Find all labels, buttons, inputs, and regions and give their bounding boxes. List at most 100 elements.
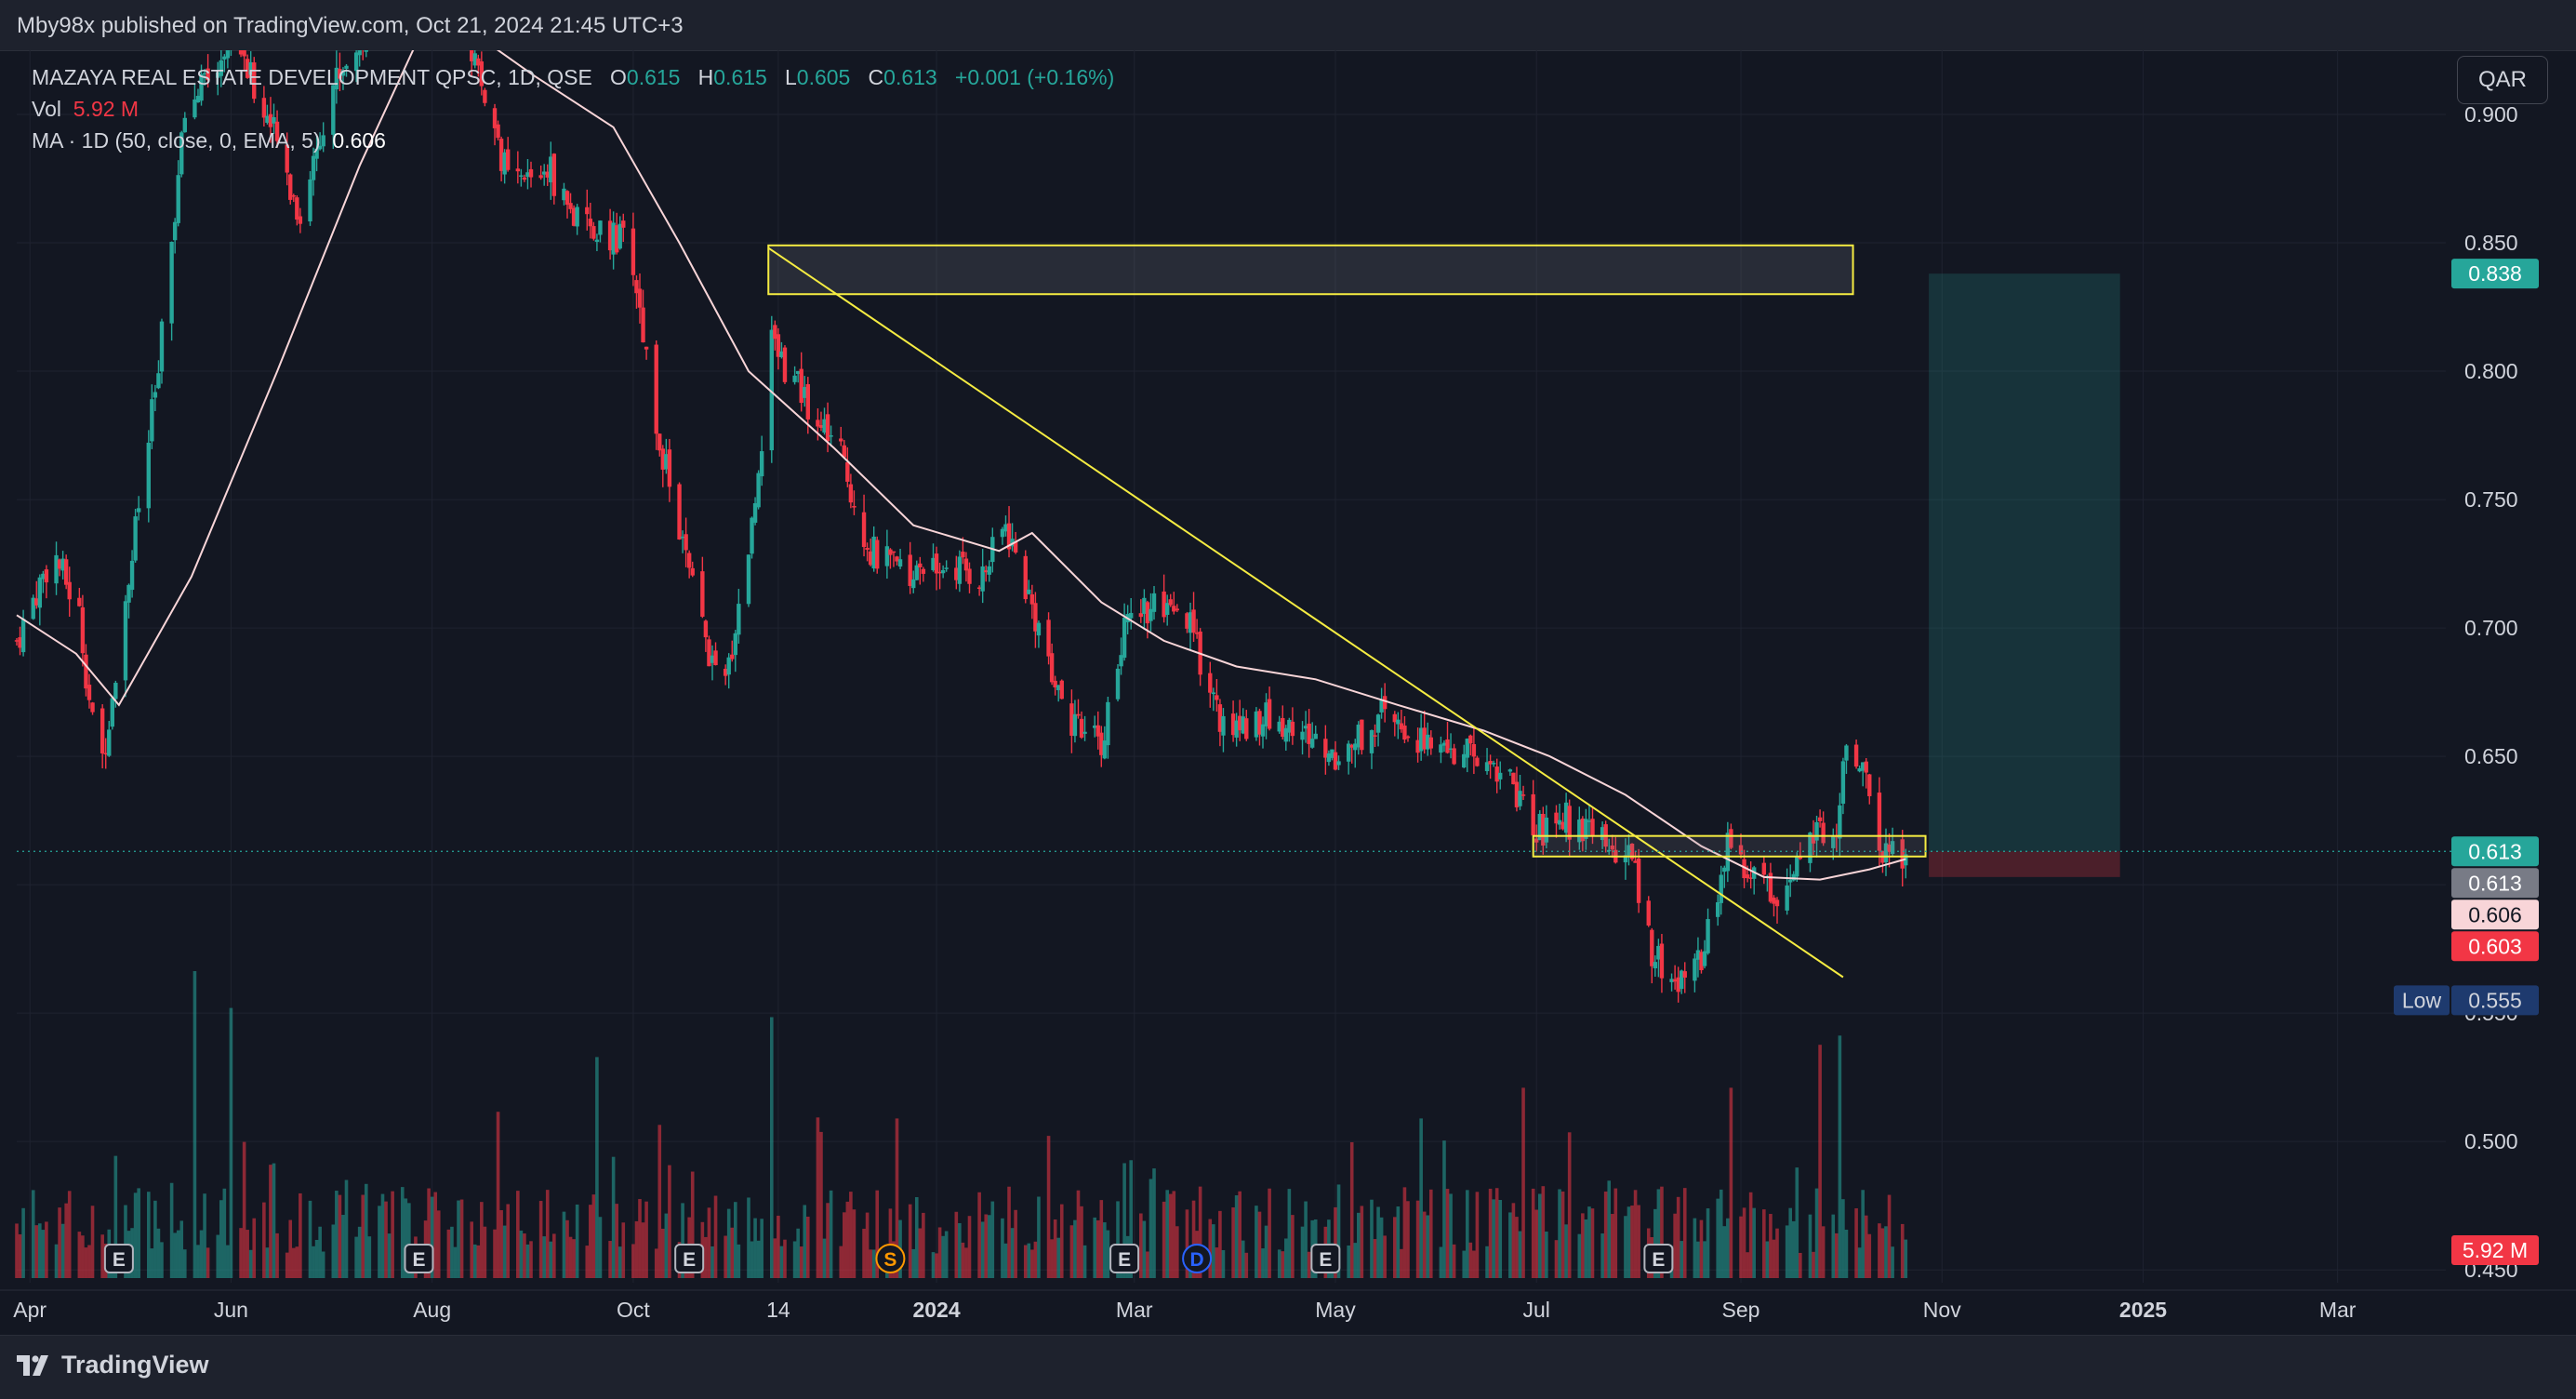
volume-bar <box>38 1223 42 1278</box>
volume-bar <box>1379 1217 1384 1278</box>
volume-bar <box>585 1246 590 1278</box>
candle-body <box>571 207 577 226</box>
candle-body <box>1208 673 1213 693</box>
candle-body <box>1346 743 1351 762</box>
candle-body <box>829 435 833 437</box>
volume-bar <box>1287 1189 1292 1278</box>
candle-body <box>123 601 128 681</box>
volume-bar <box>1531 1188 1535 1278</box>
volume-bar <box>1080 1206 1083 1278</box>
volume-bar <box>724 1235 727 1278</box>
candle-body <box>1439 744 1443 753</box>
volume-bar <box>1673 1213 1677 1278</box>
candle-body <box>891 551 896 553</box>
volume-bar <box>1093 1217 1097 1278</box>
volume-bar <box>1426 1215 1430 1278</box>
candle-body <box>1172 606 1176 612</box>
volume-bar <box>384 1201 388 1278</box>
volume-bar <box>911 1248 916 1278</box>
volume-bar <box>87 1245 91 1278</box>
candle-body <box>895 556 899 562</box>
volume-bar <box>657 1125 662 1278</box>
volume-bar <box>272 1163 276 1278</box>
chart-area[interactable] <box>0 50 2576 1336</box>
candle-body <box>202 73 207 75</box>
candle-body <box>1267 699 1272 729</box>
candle-body <box>1853 744 1859 767</box>
candle-body <box>1006 523 1012 550</box>
candle-body <box>1452 748 1456 765</box>
volume-bar <box>1746 1252 1749 1278</box>
candle-body <box>1027 589 1031 594</box>
candle-body <box>357 50 362 56</box>
volume-bar <box>591 1194 596 1278</box>
symbol-name[interactable]: MAZAYA REAL ESTATE DEVELOPMENT QPSC, 1D,… <box>32 65 592 89</box>
volume-bar <box>308 1200 312 1278</box>
volume-bar <box>321 1251 325 1278</box>
candle-body <box>884 546 890 566</box>
candle-body <box>1281 717 1285 738</box>
currency-button[interactable]: QAR <box>2457 56 2548 104</box>
volume-bar <box>275 1232 279 1278</box>
volume-bar <box>1603 1191 1608 1278</box>
candle-body <box>364 50 368 52</box>
candle-body <box>657 433 662 451</box>
candle-body <box>1033 603 1038 632</box>
legend-volume-row[interactable]: Vol 5.92 M <box>32 97 139 122</box>
volume-bar <box>1812 1251 1815 1278</box>
legend-ma-row[interactable]: MA · 1D (50, close, 0, EMA, 5) 0.606 <box>32 128 386 153</box>
candle-body <box>67 581 72 600</box>
y-tick-label: 0.900 <box>2464 102 2518 127</box>
volume-bar <box>1630 1206 1634 1278</box>
candle-body <box>1010 539 1015 547</box>
candle-body <box>317 145 323 150</box>
volume-bar <box>1788 1207 1792 1278</box>
candle-body <box>1511 772 1516 785</box>
tradingview-logo[interactable]: TradingView <box>17 1351 209 1379</box>
volume-bar <box>1468 1242 1473 1278</box>
volume-bar <box>404 1198 408 1278</box>
candle-body <box>1287 719 1292 733</box>
volume-bar <box>173 1232 177 1278</box>
volume-bar <box>875 1190 880 1278</box>
candle-body <box>897 559 903 567</box>
candle-body <box>1544 818 1549 843</box>
published-by-header: Mby98x published on TradingView.com, Oct… <box>17 13 684 38</box>
candle-body <box>1531 793 1535 836</box>
volume-bar <box>1415 1200 1420 1278</box>
ma-label: MA · 1D (50, close, 0, EMA, 5) <box>32 128 321 153</box>
candle-body <box>1217 704 1223 732</box>
volume-bar <box>783 1239 787 1278</box>
volume-bar <box>1215 1247 1219 1278</box>
volume-bar <box>1373 1239 1377 1278</box>
candle-body <box>845 461 850 482</box>
volume-bar <box>1558 1189 1561 1278</box>
candle-body <box>252 62 257 100</box>
volume-bar <box>1785 1225 1789 1278</box>
volume-bar <box>634 1220 639 1278</box>
candle-body <box>782 347 788 382</box>
volume-bar <box>1056 1237 1061 1278</box>
volume-bar <box>1221 1249 1226 1278</box>
candle-body <box>792 375 797 382</box>
volume-bar <box>1729 1087 1733 1278</box>
candle-body <box>1230 713 1236 736</box>
candle-body <box>1323 739 1328 758</box>
volume-bar <box>1334 1206 1337 1278</box>
candle-body <box>1541 814 1546 846</box>
volume-bar <box>1445 1189 1450 1278</box>
volume-bar <box>668 1165 671 1278</box>
volume-bar <box>888 1208 893 1278</box>
candle-body <box>1857 767 1862 772</box>
candle-body <box>1049 653 1055 683</box>
volume-bar <box>31 1190 35 1278</box>
x-tick-label: Mar <box>1116 1298 1153 1322</box>
candle-body <box>1817 817 1823 821</box>
volume-bar <box>41 1230 46 1278</box>
volume-bar <box>483 1226 487 1278</box>
volume-bar <box>67 1191 72 1278</box>
candle-body <box>20 619 26 653</box>
volume-bar <box>871 1249 876 1278</box>
event-marker-letter: E <box>1118 1249 1131 1271</box>
